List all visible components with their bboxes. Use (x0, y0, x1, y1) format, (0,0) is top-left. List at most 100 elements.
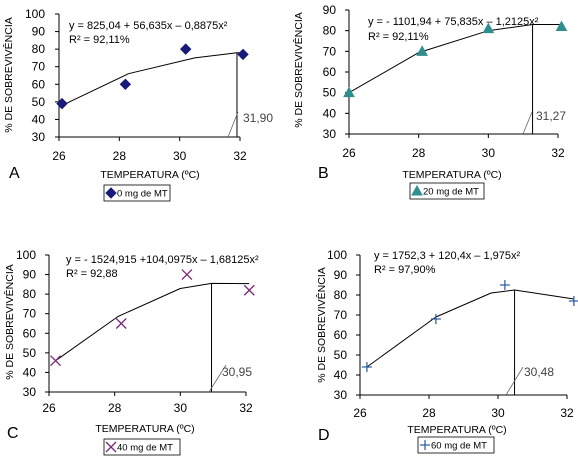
x-tick-label: 32 (233, 149, 247, 163)
x-tick-label: 26 (353, 406, 367, 420)
y-tick-label: 60 (334, 328, 348, 342)
legend-box (103, 184, 171, 202)
x-axis-title: TEMPERATURA (ºC) (100, 169, 199, 181)
y-tick-label: 90 (323, 3, 337, 17)
r-squared: R² = 92,88 (66, 268, 118, 280)
data-point (568, 296, 578, 306)
legend: 20 mg de MT (409, 182, 485, 200)
optimum-annotation: 30,95 (222, 365, 252, 379)
y-tick-label: 60 (323, 65, 337, 79)
x-tick-label: 30 (173, 149, 187, 163)
data-point (499, 280, 510, 290)
y-tick-label: 80 (334, 288, 348, 302)
data-point (416, 45, 428, 56)
chart-panel-b: 30 40 50 60 70 80 90 26 28 30 32 TEMPERATURA (ºC) % … (292, 3, 568, 200)
data-point (115, 318, 127, 329)
legend-label: 20 mg de MT (423, 187, 479, 198)
regression-equation: y = 1752,3 + 120,4x – 1,975x² (374, 250, 521, 262)
x-tick-label: 28 (412, 146, 426, 160)
optimum-annotation: 31,27 (536, 109, 566, 123)
data-point (361, 362, 372, 372)
panel-letter: C (7, 425, 19, 442)
r-squared: R² = 92,11% (368, 31, 429, 43)
legend: 40 mg de MT (103, 438, 181, 456)
y-tick-label: 30 (32, 130, 46, 144)
data-point (237, 48, 249, 61)
y-tick-label: 50 (323, 86, 337, 100)
data-point (105, 187, 117, 199)
y-tick-label: 90 (334, 268, 348, 282)
panel-letter: A (9, 165, 20, 182)
y-axis-title: % DE SOBREVIVÊNCIA (3, 264, 16, 380)
data-point (411, 184, 423, 196)
optimum-annotation: 30,48 (524, 365, 554, 379)
data-point (482, 22, 495, 34)
x-tick-label: 30 (482, 146, 496, 160)
panel-letter: B (318, 165, 329, 182)
panel-letter: D (318, 427, 330, 444)
y-tick-label: 50 (23, 346, 37, 360)
x-tick-label: 28 (108, 401, 122, 415)
x-tick-label: 28 (113, 149, 127, 163)
y-tick-label: 70 (23, 307, 37, 321)
x-tick-label: 30 (174, 401, 188, 415)
y-tick-label: 70 (32, 60, 46, 74)
annotation-leader (208, 364, 227, 393)
annotation-leader (522, 111, 533, 135)
y-tick-label: 40 (32, 112, 46, 126)
x-axis-title: TEMPERATURA (ºC) (95, 423, 194, 435)
optimum-annotation: 31,90 (243, 111, 273, 125)
y-axis-title: % DE SOBREVIVÊNCIA (292, 12, 305, 128)
annotation-leader (505, 366, 524, 396)
legend-label: 40 mg de MT (117, 443, 173, 454)
y-tick-label: 70 (334, 308, 348, 322)
x-tick-label: 26 (52, 149, 66, 163)
x-tick-label: 30 (491, 406, 505, 420)
legend: 60 mg de MT (417, 436, 495, 454)
y-axis-title: % DE SOBREVIVÊNCIA (2, 17, 15, 133)
legend-box (103, 438, 181, 456)
y-tick-label: 50 (334, 348, 348, 362)
legend: 0 mg de MT (103, 184, 171, 202)
r-squared: R² = 92,11% (69, 34, 130, 46)
y-tick-label: 40 (334, 368, 348, 382)
legend-box (417, 436, 495, 454)
y-axis-title: % DE SOBREVIVÊNCIA (315, 267, 328, 383)
x-tick-label: 32 (560, 406, 574, 420)
data-point (181, 269, 193, 281)
x-tick-label: 32 (239, 401, 253, 415)
chart-panel-d: 30 40 50 60 70 80 90 100 26 28 30 32 TEMPERATURA (ºC… (315, 248, 578, 454)
x-tick-label: 32 (551, 146, 565, 160)
y-tick-label: 90 (32, 25, 46, 39)
y-tick-label: 30 (323, 127, 337, 141)
data-point (243, 284, 255, 296)
y-tick-label: 90 (23, 268, 37, 282)
regression-equation: y = 825,04 + 56,635x – 0,8875x² (69, 20, 228, 32)
y-tick-label: 70 (323, 44, 337, 58)
data-point (105, 441, 117, 453)
y-tick-label: 40 (23, 365, 37, 379)
x-tick-label: 26 (42, 401, 56, 415)
x-axis-title: TEMPERATURA (ºC) (402, 169, 501, 181)
y-tick-label: 30 (334, 388, 348, 402)
fit-curve (55, 282, 250, 362)
data-point (50, 355, 62, 367)
r-squared: R² = 97,90% (374, 264, 436, 276)
legend-label: 0 mg de MT (117, 189, 168, 200)
y-tick-label: 100 (25, 7, 45, 21)
y-tick-label: 50 (32, 95, 46, 109)
chart-panel-a: 30 40 50 60 70 80 90 100 26 28 30 32 TEMPERATURA (ºC… (2, 7, 273, 202)
y-tick-label: 80 (32, 42, 46, 56)
legend-box (409, 182, 485, 200)
legend-label: 60 mg de MT (431, 441, 487, 452)
y-tick-label: 60 (23, 326, 37, 340)
data-point (420, 440, 430, 450)
chart-panel-c: 30 40 50 60 70 80 90 100 26 28 30 32 TEMPERATURA (ºC… (3, 248, 259, 456)
y-tick-label: 40 (323, 106, 337, 120)
y-tick-label: 80 (23, 287, 37, 301)
y-tick-label: 60 (32, 77, 46, 91)
x-tick-label: 26 (342, 146, 356, 160)
regression-equation: y = - 1524,915 +104,0975x – 1,68125x² (66, 254, 259, 266)
data-point (56, 97, 68, 110)
